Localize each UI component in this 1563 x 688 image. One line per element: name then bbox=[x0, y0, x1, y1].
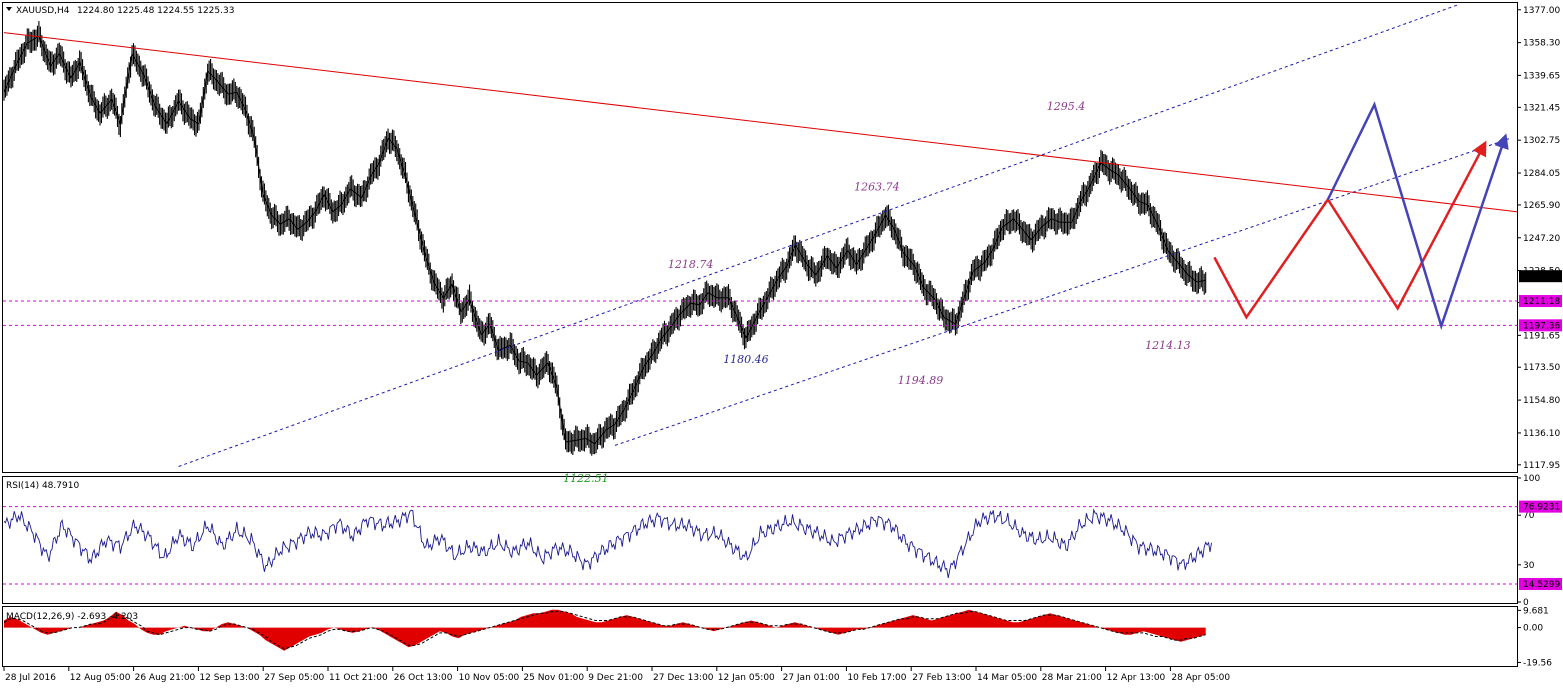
time-tick-label: 9 Dec 21:00 bbox=[588, 673, 643, 683]
price-annotation: 1194.89 bbox=[898, 374, 944, 387]
channel-line bbox=[614, 137, 1512, 446]
forecast-path-blue bbox=[1326, 101, 1509, 331]
price-axis: 1377.00 1358.30 1339.65 1321.45 1302.75 1284.… bbox=[563, 6, 1562, 668]
current-price-label: 1225.33 bbox=[1523, 272, 1560, 282]
rsi-pane bbox=[3, 506, 1517, 585]
price-annotation: 1214.13 bbox=[1145, 339, 1191, 352]
time-tick-label: 27 Jan 01:00 bbox=[783, 673, 840, 683]
price-tick-label: 1339.65 bbox=[1523, 71, 1560, 81]
macd-header: MACD(12,26,9) -2.693 -4.203 bbox=[6, 612, 138, 622]
time-tick-label: 26 Aug 21:00 bbox=[135, 673, 196, 683]
price-tick-label: 1247.20 bbox=[1523, 234, 1560, 244]
support-level-label: 1211.18 bbox=[1523, 297, 1560, 307]
rsi-level-tag bbox=[1519, 577, 1562, 590]
price-tick-label: 1117.95 bbox=[1523, 461, 1560, 471]
macd-tick-label: -19.56 bbox=[1523, 658, 1552, 668]
main-pane-frame bbox=[2, 2, 1518, 473]
price-tick-label: 1321.45 bbox=[1523, 103, 1560, 113]
rsi-tick-label: 0 bbox=[1523, 598, 1529, 608]
price-annotation: 1218.74 bbox=[668, 258, 714, 271]
time-axis: 28 Jul 2016 12 Aug 05:00 26 Aug 21:00 12 Se… bbox=[3, 667, 1230, 683]
rsi-tick-label: 30 bbox=[1523, 561, 1535, 571]
support-level-label: 1197.36 bbox=[1523, 321, 1560, 331]
symbol-label: XAUUSD,H4 bbox=[16, 6, 70, 16]
price-tick-label: 1191.65 bbox=[1523, 331, 1560, 341]
price-tick-label: 1154.80 bbox=[1523, 396, 1560, 406]
price-annotation: 1180.46 bbox=[723, 353, 769, 366]
rsi-level-label: 14.5299 bbox=[1523, 580, 1560, 590]
main-pane: 1295.4 1263.74 1218.74 1214.13 1194.89 1180.4… bbox=[3, 4, 1517, 467]
rsi-line bbox=[3, 508, 1212, 578]
time-tick-label: 12 Sep 13:00 bbox=[199, 673, 259, 683]
time-tick-label: 28 Mar 21:00 bbox=[1042, 673, 1102, 683]
support-level-tag bbox=[1519, 319, 1562, 332]
rsi-tick-label: 70 bbox=[1523, 511, 1535, 521]
time-tick-label: 10 Feb 17:00 bbox=[847, 673, 906, 683]
time-tick-label: 25 Nov 01:00 bbox=[523, 673, 584, 683]
time-tick-label: 12 Aug 05:00 bbox=[70, 673, 131, 683]
time-tick-label: 28 Jul 2016 bbox=[5, 673, 56, 683]
price-tick-label: 1136.10 bbox=[1523, 429, 1560, 439]
macd-histogram bbox=[4, 609, 1206, 651]
macd-signal-line bbox=[3, 611, 1206, 650]
support-level-tag bbox=[1519, 295, 1562, 308]
downtrend-line bbox=[3, 32, 1517, 213]
price-tick-label: 1173.50 bbox=[1523, 363, 1560, 373]
price-tick-label: 1265.90 bbox=[1523, 201, 1560, 211]
low-annotation: 1122.51 bbox=[563, 472, 609, 485]
macd-tick-label: 9.681 bbox=[1523, 606, 1549, 616]
price-tick-label: 1358.30 bbox=[1523, 39, 1560, 49]
price-annotation: 1263.74 bbox=[854, 181, 900, 194]
current-price-tag bbox=[1519, 270, 1562, 283]
time-tick-label: 11 Oct 21:00 bbox=[329, 673, 388, 683]
time-tick-label: 27 Dec 13:00 bbox=[653, 673, 714, 683]
time-tick-label: 12 Apr 13:00 bbox=[1107, 673, 1166, 683]
dropdown-triangle-icon[interactable] bbox=[6, 7, 12, 11]
price-tick-label: 1377.00 bbox=[1523, 6, 1560, 16]
price-annotation: 1295.4 bbox=[1047, 100, 1086, 113]
rsi-header: RSI(14) 48.7910 bbox=[6, 481, 79, 491]
price-tick-label: 1284.05 bbox=[1523, 169, 1560, 179]
time-tick-label: 26 Oct 13:00 bbox=[394, 673, 453, 683]
time-tick-label: 27 Feb 13:00 bbox=[912, 673, 971, 683]
rsi-pane-frame bbox=[2, 476, 1518, 604]
symbol-header: XAUUSD,H4 1224.80 1225.48 1224.55 1225.3… bbox=[6, 6, 234, 16]
ohlc-label: 1224.80 1225.48 1224.55 1225.33 bbox=[77, 6, 234, 16]
time-tick-label: 28 Apr 05:00 bbox=[1171, 673, 1230, 683]
time-tick-label: 12 Jan 05:00 bbox=[718, 673, 775, 683]
rsi-level-tag bbox=[1519, 500, 1562, 513]
channel-line bbox=[178, 4, 1459, 467]
time-tick-label: 27 Sep 05:00 bbox=[264, 673, 324, 683]
price-tick-label: 1302.75 bbox=[1523, 136, 1560, 146]
time-tick-label: 14 Mar 05:00 bbox=[977, 673, 1037, 683]
macd-tick-label: 0.00 bbox=[1523, 624, 1543, 634]
macd-pane-frame bbox=[2, 606, 1518, 667]
macd-pane bbox=[3, 609, 1206, 651]
time-tick-label: 10 Nov 05:00 bbox=[459, 673, 520, 683]
rsi-tick-label: 100 bbox=[1523, 474, 1540, 484]
close-line bbox=[3, 35, 1206, 445]
rsi-level-label: 76.9231 bbox=[1523, 503, 1560, 513]
